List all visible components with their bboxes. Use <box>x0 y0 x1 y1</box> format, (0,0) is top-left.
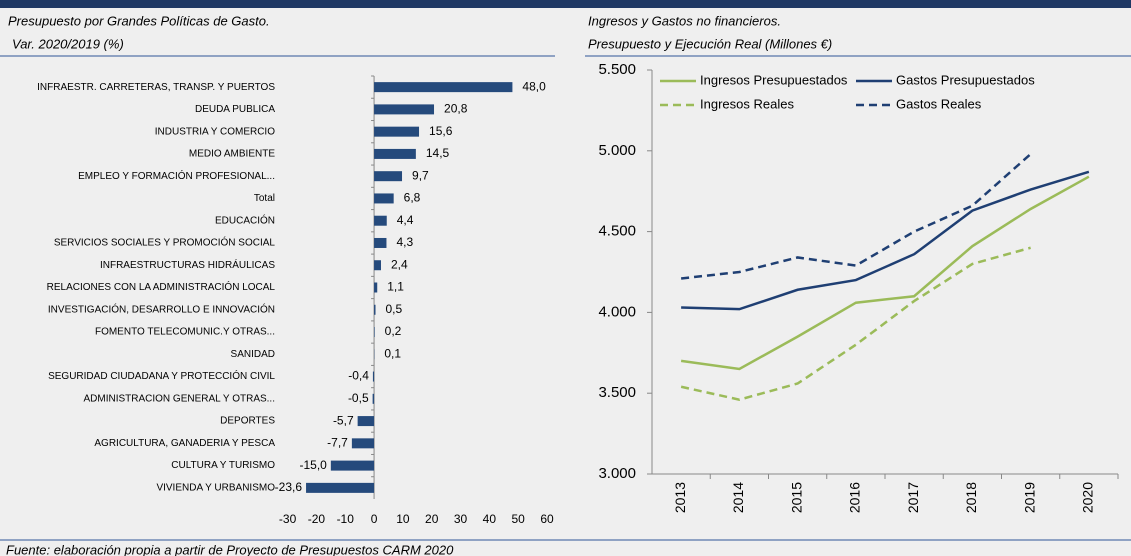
bar <box>372 393 375 404</box>
chart-title: Ingresos y Gastos no financieros. <box>588 13 781 28</box>
y-tick-label: CULTURA Y TURISMO <box>171 460 275 471</box>
x-tick-label: 2014 <box>730 482 746 513</box>
y-tick-label: DEUDA PUBLICA <box>195 104 275 115</box>
y-tick-label: VIVIENDA Y URBANISMO <box>156 483 275 494</box>
bar <box>374 171 403 182</box>
bar <box>374 148 416 159</box>
x-tick-label: 40 <box>483 512 497 526</box>
x-tick-label: 10 <box>396 512 410 526</box>
x-tick-label: 0 <box>371 512 378 526</box>
x-tick-label: 2017 <box>905 482 921 513</box>
x-tick-label: -20 <box>308 512 326 526</box>
data-label: -0,4 <box>348 369 369 383</box>
data-label: 6,8 <box>404 191 421 205</box>
y-tick-label: 4.500 <box>598 223 636 240</box>
series-line <box>681 170 1090 311</box>
x-tick-label: 20 <box>425 512 439 526</box>
x-tick-label: 30 <box>454 512 468 526</box>
bar <box>374 126 420 137</box>
data-label: -0,5 <box>348 391 369 405</box>
data-label: -7,7 <box>327 436 348 450</box>
data-label: 0,5 <box>386 302 403 316</box>
y-tick-label: INDUSTRIA Y COMERCIO <box>155 126 275 137</box>
bar <box>374 327 375 338</box>
top-bar <box>0 0 1131 8</box>
x-tick-label: 2013 <box>672 482 688 513</box>
y-tick-label: ADMINISTRACION GENERAL Y OTRAS... <box>83 393 275 404</box>
bar <box>330 460 375 471</box>
chart-title: Presupuesto por Grandes Políticas de Gas… <box>8 13 270 28</box>
legend-label: Gastos Reales <box>896 96 982 111</box>
x-tick-label: -30 <box>279 512 297 526</box>
data-label: 4,4 <box>397 213 414 227</box>
bar <box>374 215 387 226</box>
x-tick-label: 2019 <box>1021 482 1037 513</box>
bar <box>374 304 376 315</box>
bar <box>306 482 375 493</box>
data-label: 0,2 <box>385 324 402 338</box>
x-tick-label: 2016 <box>847 482 863 513</box>
y-tick-label: SANIDAD <box>231 349 275 360</box>
legend-label: Ingresos Reales <box>700 96 794 111</box>
bar <box>374 82 513 93</box>
y-tick-label: Total <box>254 193 275 204</box>
series-line <box>680 246 1031 401</box>
y-tick-label: EMPLEO Y FORMACIÓN PROFESIONAL... <box>78 169 275 182</box>
y-tick-label: 5.000 <box>598 142 636 159</box>
x-tick-label: -10 <box>337 512 355 526</box>
x-tick-label: 2015 <box>788 482 804 513</box>
y-tick-label: MEDIO AMBIENTE <box>189 149 275 160</box>
x-tick-label: 60 <box>540 512 554 526</box>
y-tick-label: 5.500 <box>598 61 636 78</box>
y-tick-label: SEGURIDAD CIUDADANA Y PROTECCIÓN CIVIL <box>48 369 275 382</box>
data-label: -5,7 <box>333 413 354 427</box>
bar <box>374 282 378 293</box>
legend-label: Ingresos Presupuestados <box>700 72 848 87</box>
y-tick-label: INFRAESTRUCTURAS HIDRÁULICAS <box>100 258 275 271</box>
series-line <box>680 175 1090 371</box>
data-label: -15,0 <box>299 458 327 472</box>
bar <box>351 438 375 449</box>
bar <box>372 371 375 382</box>
y-tick-label: 4.000 <box>598 303 636 320</box>
y-tick-label: 3.500 <box>598 384 636 401</box>
y-tick-label: EDUCACIÓN <box>215 213 275 226</box>
bar <box>374 237 387 248</box>
legend-label: Gastos Presupuestados <box>896 72 1035 87</box>
y-tick-label: 3.000 <box>598 465 636 482</box>
bar <box>374 104 435 115</box>
y-tick-label: SERVICIOS SOCIALES Y PROMOCIÓN SOCIAL <box>54 236 276 249</box>
x-tick-label: 2018 <box>963 482 979 513</box>
data-label: 2,4 <box>391 257 408 271</box>
data-label: -23,6 <box>275 480 303 494</box>
data-label: 1,1 <box>387 280 404 294</box>
data-label: 48,0 <box>522 79 546 93</box>
data-label: 4,3 <box>396 235 413 249</box>
y-tick-label: DEPORTES <box>220 416 275 427</box>
data-label: 14,5 <box>426 146 450 160</box>
x-tick-label: 50 <box>511 512 525 526</box>
y-tick-label: INFRAESTR. CARRETERAS, TRANSP. Y PUERTOS <box>37 82 275 93</box>
data-label: 20,8 <box>444 102 468 116</box>
data-label: 9,7 <box>412 168 429 182</box>
series-line <box>680 153 1032 280</box>
y-tick-label: INVESTIGACIÓN, DESARROLLO E INNOVACIÓN <box>48 302 275 315</box>
y-tick-label: AGRICULTURA, GANADERIA Y PESCA <box>94 438 275 449</box>
chart-subtitle: Presupuesto y Ejecución Real (Millones €… <box>588 36 832 51</box>
y-tick-label: FOMENTO TELECOMUNIC.Y OTRAS... <box>95 327 275 338</box>
y-tick-label: RELACIONES CON LA ADMINISTRACIÓN LOCAL <box>47 280 276 293</box>
data-label: 15,6 <box>429 124 453 138</box>
chart-subtitle: Var. 2020/2019 (%) <box>12 36 124 51</box>
footer: Fuente: elaboración propia a partir de P… <box>6 542 454 556</box>
x-tick-label: 2020 <box>1080 482 1096 513</box>
bar <box>374 193 394 204</box>
data-label: 0,1 <box>384 346 401 360</box>
bar <box>357 416 375 427</box>
bar <box>374 260 381 271</box>
